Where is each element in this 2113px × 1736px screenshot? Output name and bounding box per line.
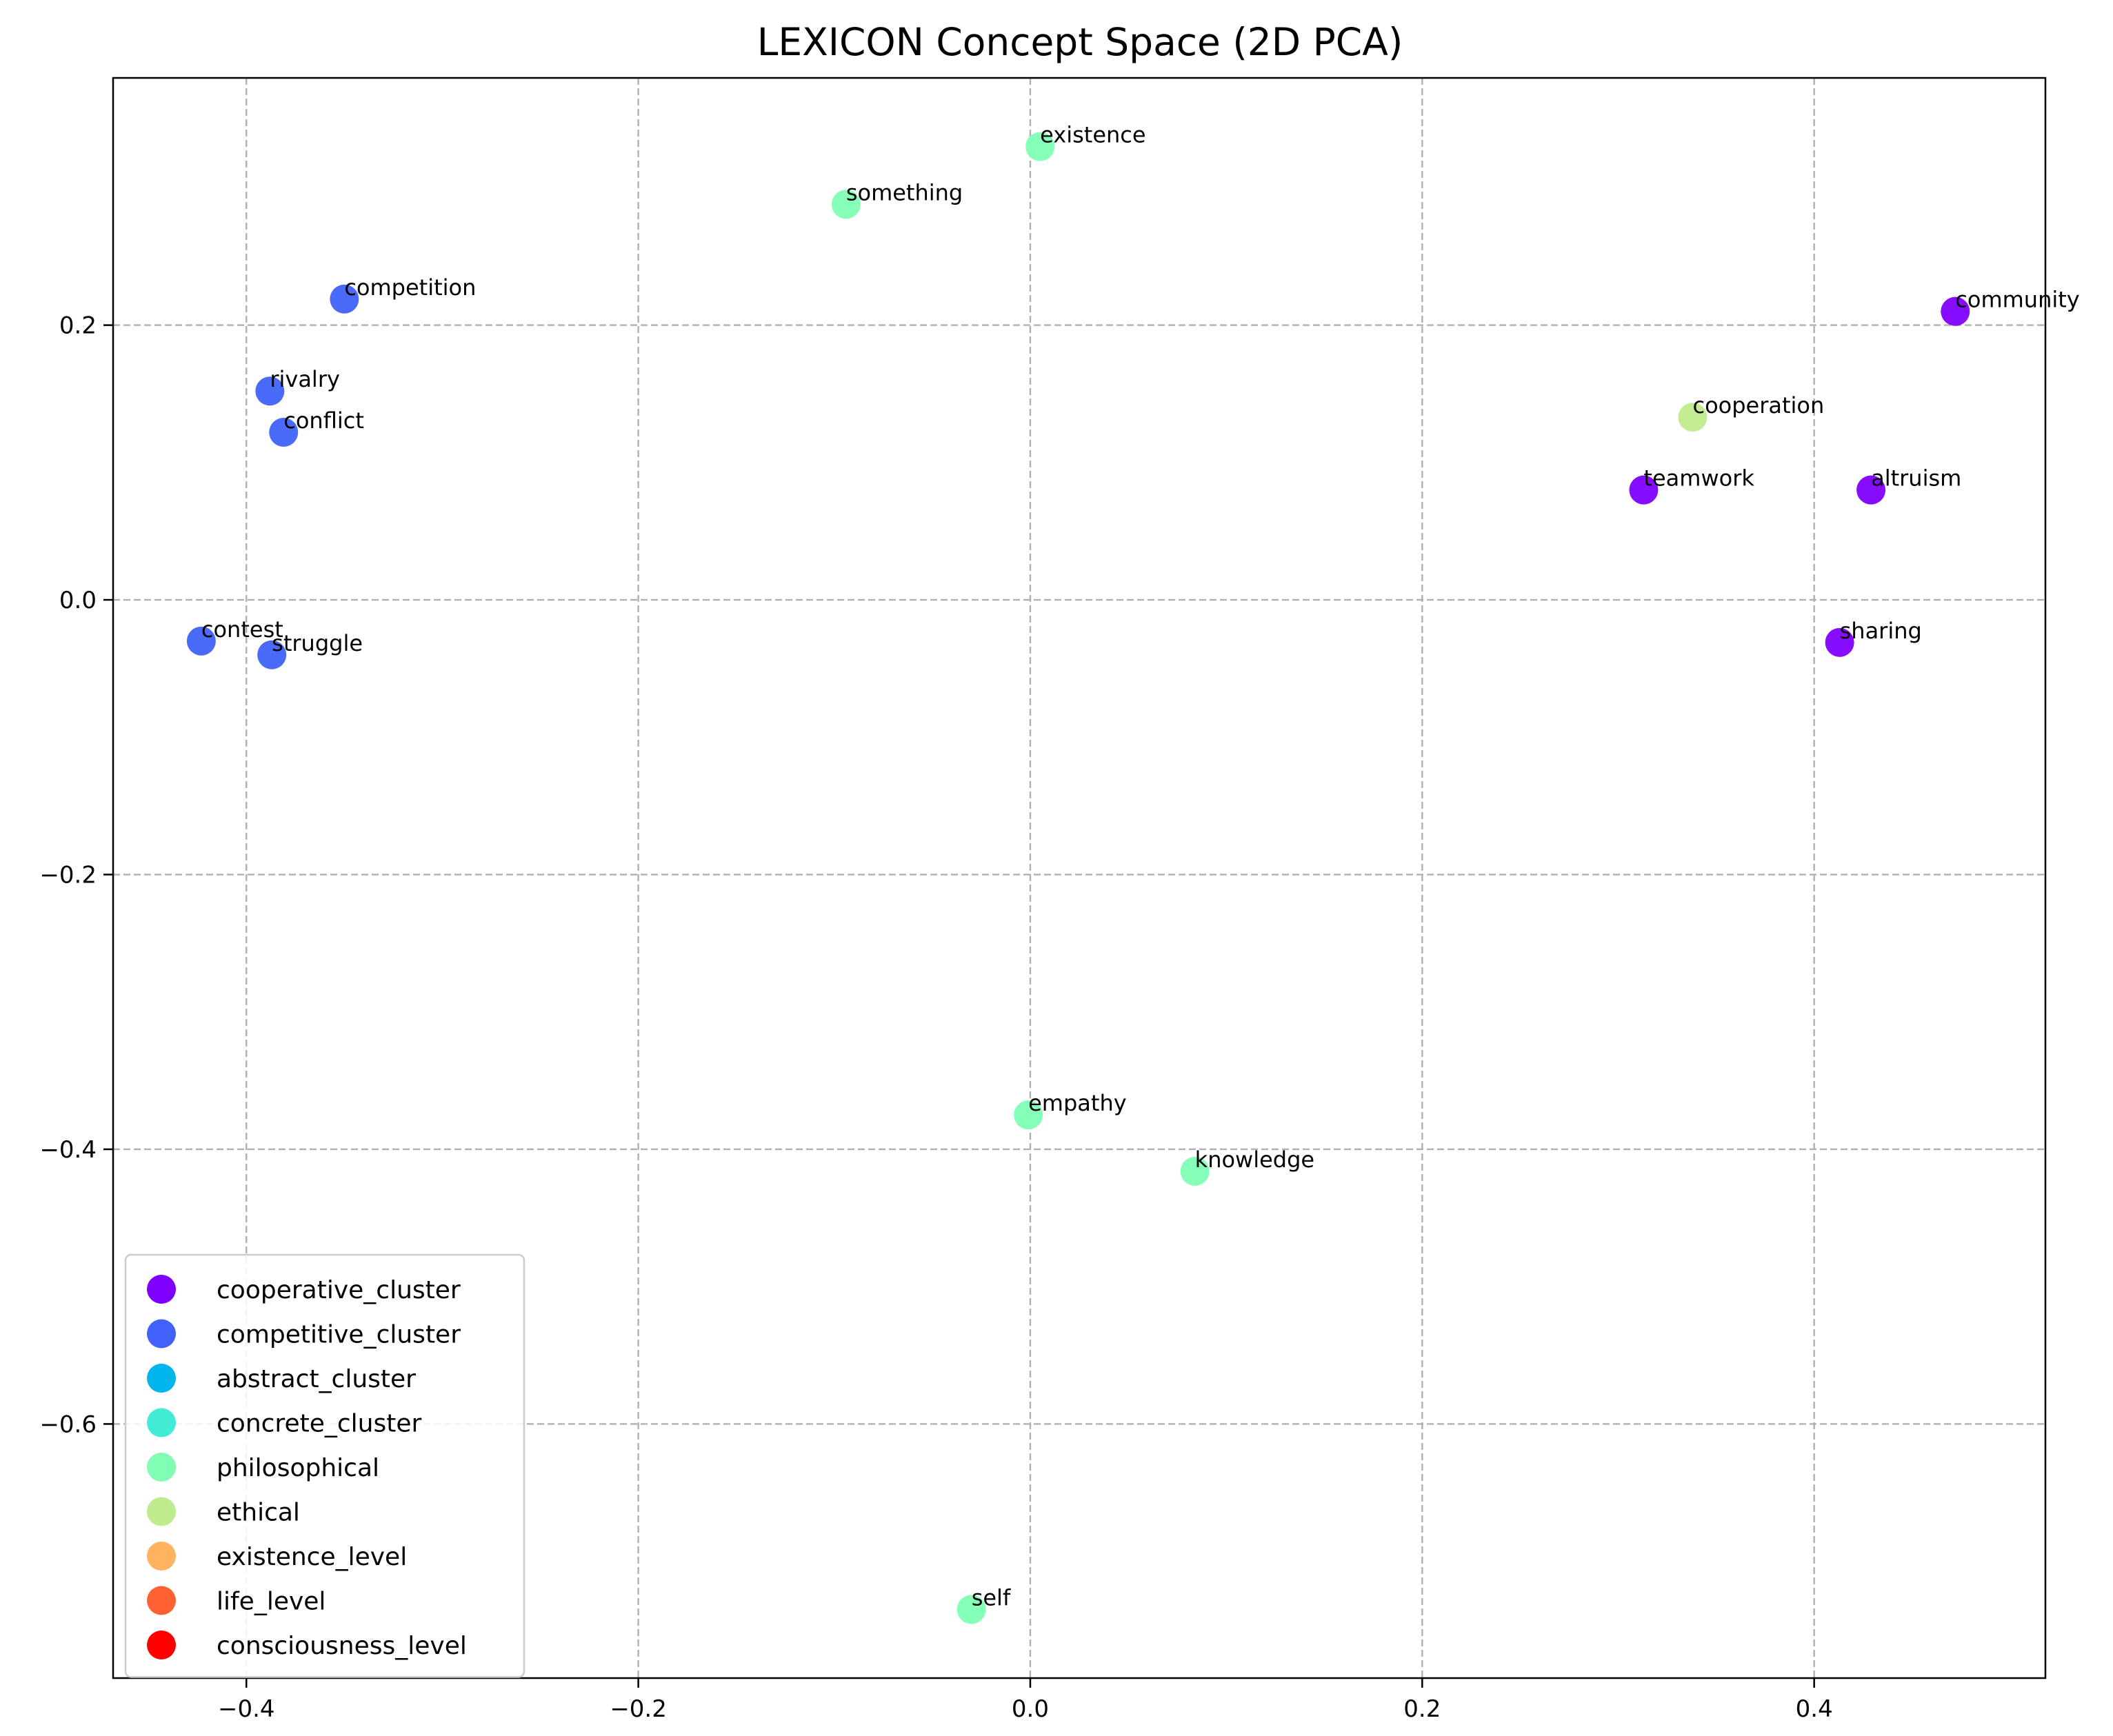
y-tick-label: 0.0 <box>59 587 97 614</box>
data-point-cooperation <box>1678 403 1708 432</box>
legend-label-abstract_cluster: abstract_cluster <box>217 1365 416 1393</box>
data-point-self <box>957 1595 986 1624</box>
data-point-conflict <box>269 418 299 447</box>
x-tick-label: 0.2 <box>1403 1695 1441 1723</box>
plot-area-frame <box>112 77 2047 1679</box>
legend-marker-cooperative_cluster <box>147 1275 176 1304</box>
legend-marker-existence_level <box>147 1542 176 1571</box>
data-point-contest <box>186 626 216 656</box>
legend-label-ethical: ethical <box>217 1499 300 1527</box>
data-point-competition <box>330 284 359 314</box>
data-point-teamwork <box>1629 475 1659 505</box>
legend-label-philosophical: philosophical <box>217 1454 379 1482</box>
point-label-contest: contest <box>201 616 283 643</box>
y-tick-label: −0.2 <box>39 862 97 889</box>
legend-marker-philosophical <box>147 1453 176 1482</box>
axis-ticks: −0.4 −0.2 0.0 0.2 0.4 −0.6 −0.4 −0.2 0.0 0.2 <box>39 312 1832 1723</box>
data-point-community <box>1941 296 1970 326</box>
legend-marker-consciousness_level <box>147 1631 176 1659</box>
legend-marker-abstract_cluster <box>147 1364 176 1393</box>
y-tick-label: 0.2 <box>59 312 97 340</box>
point-label-something: something <box>846 179 963 205</box>
data-points <box>186 132 1970 1624</box>
point-label-community: community <box>1955 287 2079 313</box>
y-tick-label: −0.6 <box>39 1411 97 1438</box>
data-point-existence <box>1025 132 1055 161</box>
grid-lines <box>113 78 2045 1678</box>
legend-marker-concrete_cluster <box>147 1408 176 1437</box>
data-point-something <box>831 190 861 219</box>
x-tick-label: −0.2 <box>610 1695 667 1723</box>
point-label-existence: existence <box>1040 122 1145 148</box>
legend-marker-competitive_cluster <box>147 1319 176 1349</box>
legend-marker-life_level <box>147 1586 176 1615</box>
point-label-sharing: sharing <box>1840 618 1922 644</box>
point-label-conflict: conflict <box>283 407 364 434</box>
point-labels: existence something competition rivalry conf… <box>201 122 2080 1611</box>
point-label-self: self <box>972 1584 1011 1611</box>
x-tick-label: −0.4 <box>218 1695 275 1723</box>
point-label-altruism: altruism <box>1871 465 1961 492</box>
point-label-struggle: struggle <box>272 630 363 656</box>
point-label-knowledge: knowledge <box>1195 1147 1314 1173</box>
legend-label-concrete_cluster: concrete_cluster <box>217 1410 421 1438</box>
y-tick-label: −0.4 <box>39 1136 97 1164</box>
data-point-sharing <box>1825 627 1854 657</box>
data-point-knowledge <box>1180 1156 1210 1186</box>
point-label-competition: competition <box>344 274 476 301</box>
chart-title: LEXICON Concept Space (2D PCA) <box>757 20 1403 64</box>
data-point-rivalry <box>255 376 285 406</box>
legend-label-existence_level: existence_level <box>217 1543 407 1571</box>
point-label-rivalry: rivalry <box>270 366 340 392</box>
point-label-cooperation: cooperation <box>1692 392 1824 418</box>
legend-label-competitive_cluster: competitive_cluster <box>217 1321 461 1349</box>
x-tick-label: 0.0 <box>1012 1695 1049 1723</box>
point-label-empathy: empathy <box>1028 1090 1127 1116</box>
point-label-teamwork: teamwork <box>1643 465 1754 492</box>
legend-marker-ethical <box>147 1497 176 1526</box>
legend-label-life_level: life_level <box>217 1588 326 1616</box>
x-tick-label: 0.4 <box>1796 1695 1833 1723</box>
data-point-empathy <box>1014 1100 1043 1130</box>
data-point-altruism <box>1856 475 1886 505</box>
legend-box <box>124 1253 525 1678</box>
data-point-struggle <box>257 640 287 669</box>
legend-label-cooperative_cluster: cooperative_cluster <box>217 1276 461 1304</box>
legend-label-consciousness_level: consciousness_level <box>217 1632 467 1660</box>
legend: cooperative_cluster competitive_clusterab… <box>124 1253 525 1678</box>
